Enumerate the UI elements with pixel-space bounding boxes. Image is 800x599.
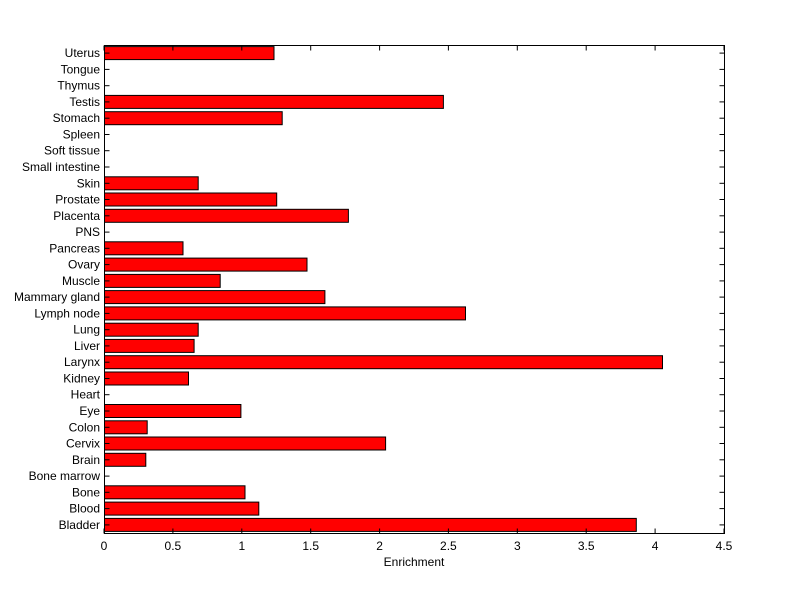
bar-eye <box>104 404 242 418</box>
x-tick-label: 1.5 <box>302 539 319 553</box>
y-axis-ticks: Bladder Blood Bone Bone marrow Brain Cervix Co… <box>14 46 725 532</box>
y-tick-label-heart: Heart <box>71 388 101 402</box>
bar-bladder <box>104 517 637 532</box>
bar-pancreas <box>104 241 184 256</box>
x-tick-label: 4 <box>652 539 659 553</box>
y-tick-label-cervix: Cervix <box>66 437 100 451</box>
y-tick-label-soft-tissue: Soft tissue <box>44 144 100 158</box>
bar-liver <box>104 338 195 353</box>
y-tick-label-placenta: Placenta <box>53 209 100 223</box>
y-tick-label-lung: Lung <box>73 323 100 337</box>
x-tick-label: 3.5 <box>578 539 595 553</box>
y-tick-label-lymph-node: Lymph node <box>34 306 100 320</box>
x-tick-label: 0.5 <box>165 539 182 553</box>
y-tick-label-small-intestine: Small intestine <box>22 160 100 174</box>
bar-stomach <box>104 111 283 126</box>
y-tick-label-pns: PNS <box>75 225 100 239</box>
bar-colon <box>104 420 148 435</box>
y-tick-label-colon: Colon <box>69 420 100 434</box>
bar-muscle <box>104 273 221 288</box>
y-tick-label-bone-marrow: Bone marrow <box>29 469 101 483</box>
y-tick-label-pancreas: Pancreas <box>49 241 100 255</box>
y-tick-label-blood: Blood <box>69 502 100 516</box>
x-tick-label: 1 <box>238 539 245 553</box>
y-tick-label-bladder: Bladder <box>59 518 100 532</box>
bar-blood <box>104 501 260 516</box>
bar-brain <box>104 452 147 467</box>
bar-ovary <box>104 257 308 272</box>
y-tick-label-brain: Brain <box>72 453 100 467</box>
bar-lymph-node <box>104 306 466 321</box>
y-tick-label-skin: Skin <box>77 176 100 190</box>
y-tick-label-larynx: Larynx <box>64 355 100 369</box>
y-tick-label-spleen: Spleen <box>63 128 100 142</box>
bar-mammary-gland <box>104 290 326 305</box>
bar-prostate <box>104 192 278 207</box>
x-tick-label: 2.5 <box>440 539 457 553</box>
bar-larynx <box>104 355 663 370</box>
y-tick-label-kidney: Kidney <box>63 372 100 386</box>
bar-uterus <box>104 46 275 61</box>
y-tick-label-tongue: Tongue <box>61 62 101 76</box>
y-tick-label-prostate: Prostate <box>55 193 100 207</box>
bar-testis <box>104 94 444 109</box>
x-axis-label: Enrichment <box>384 555 445 569</box>
x-axis-ticks: 0 0.5 1 1.5 2 2.5 3 3.5 4 4.5 <box>101 45 733 553</box>
bar-placenta <box>104 208 349 223</box>
bar-lung <box>104 322 199 337</box>
y-tick-label-bone: Bone <box>72 485 100 499</box>
plot-frame <box>104 45 725 534</box>
bar-bone <box>104 485 246 500</box>
bar-skin <box>104 176 199 191</box>
y-tick-label-stomach: Stomach <box>53 111 100 125</box>
y-tick-label-ovary: Ovary <box>68 258 100 272</box>
y-tick-label-testis: Testis <box>69 95 100 109</box>
y-tick-label-muscle: Muscle <box>62 274 100 288</box>
bar-kidney <box>104 371 189 386</box>
x-tick-label: 2 <box>376 539 383 553</box>
x-tick-label: 3 <box>514 539 521 553</box>
x-tick-label: 0 <box>101 539 108 553</box>
x-tick-label: 4.5 <box>716 539 733 553</box>
y-tick-label-eye: Eye <box>79 404 100 418</box>
y-tick-label-uterus: Uterus <box>65 46 100 60</box>
y-tick-label-mammary-gland: Mammary gland <box>14 290 100 304</box>
y-tick-label-thymus: Thymus <box>57 79 100 93</box>
bar-cervix <box>104 436 387 451</box>
y-tick-label-liver: Liver <box>74 339 100 353</box>
